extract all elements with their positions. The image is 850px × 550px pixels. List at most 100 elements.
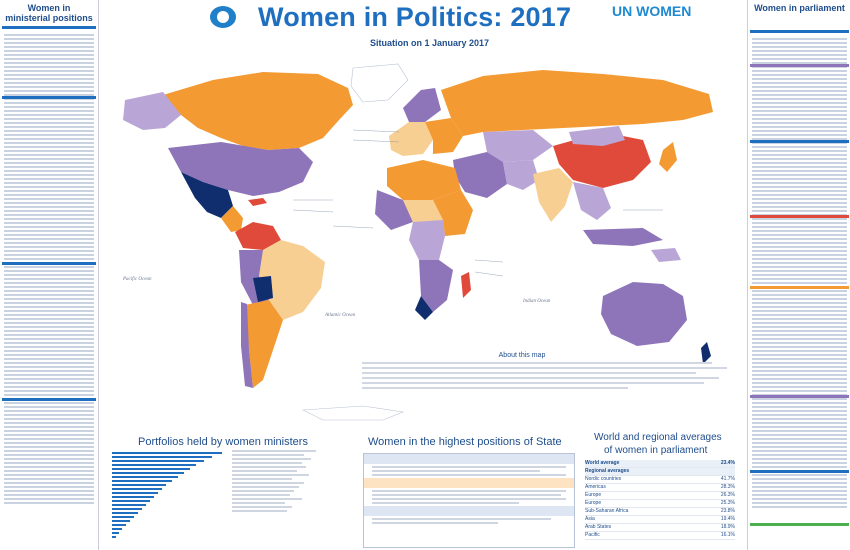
world-map: Pacific Ocean Atlantic Ocean Indian Ocea…: [122, 63, 713, 421]
north-africa-region: [387, 160, 461, 200]
row-value: 41.7%: [720, 476, 735, 482]
india-region: [533, 168, 573, 222]
ministerial-table-lines: [4, 32, 94, 506]
page-title: Women in Politics: 2017: [258, 2, 572, 32]
row-value: 25.3%: [720, 500, 735, 506]
row-label: World average: [585, 460, 620, 466]
state-box-text: [364, 518, 574, 524]
portfolios-bars: [112, 452, 222, 538]
table-row: Nordic countries 41.7%: [585, 476, 735, 484]
europe-east-region: [425, 118, 463, 154]
alaska-region: [123, 92, 181, 130]
panel-divider: [2, 96, 96, 99]
argentina-chile-region: [245, 300, 283, 388]
canada-region: [163, 72, 353, 150]
row-value: 28.3%: [720, 484, 735, 490]
southeast-asia-region: [573, 182, 611, 220]
ipu-name-lines: [203, 30, 243, 36]
row-label: Pacific: [585, 532, 600, 538]
row-value: 26.3%: [720, 492, 735, 498]
mexico-region: [181, 172, 233, 218]
china-region: [553, 132, 651, 188]
east-africa-region: [433, 190, 473, 236]
south-africa-region: [415, 296, 433, 320]
atlantic-ocean-label: Atlantic Ocean: [324, 313, 356, 318]
panel-divider: [750, 523, 849, 526]
row-label: Sub-Saharan Africa: [585, 508, 629, 514]
row-value: 16.1%: [720, 532, 735, 538]
ipu-globe-icon: [210, 6, 236, 28]
iran-region: [503, 160, 539, 190]
row-label: Nordic countries: [585, 476, 622, 482]
panel-divider: [2, 262, 96, 265]
russia-region: [441, 70, 713, 136]
indonesia-region: [583, 228, 663, 246]
table-row: Pacific 16.1%: [585, 532, 735, 540]
state-box-header: [364, 478, 574, 488]
about-map-box: About this map: [362, 352, 742, 432]
table-row: Regional averages: [585, 468, 735, 476]
panel-divider: [2, 398, 96, 401]
map-callouts: [292, 129, 663, 277]
row-value: 19.4%: [720, 516, 735, 522]
parliament-table-lines: [752, 36, 847, 510]
japan-region: [659, 142, 677, 172]
row-label: Europe: [585, 492, 602, 498]
state-box-header: [364, 506, 574, 516]
page-subtitle: Situation on 1 January 2017: [370, 38, 490, 48]
table-row: Europe 25.3%: [585, 500, 735, 508]
about-map-title: About this map: [498, 352, 546, 359]
colombia-venezuela-region: [235, 222, 281, 250]
panel-divider: [750, 64, 849, 67]
panel-divider: [750, 470, 849, 473]
table-row: Asia 19.4%: [585, 516, 735, 524]
table-row: Europe 26.3%: [585, 492, 735, 500]
panel-divider: [2, 26, 96, 29]
central-asia-region: [483, 130, 553, 162]
papua-region: [651, 248, 681, 262]
antarctica-region: [301, 405, 405, 421]
parliament-panel: Women in parliament: [747, 0, 850, 550]
portfolios-title: Portfolios held by women ministers: [138, 436, 308, 448]
portfolios-labels: [232, 448, 352, 514]
about-map-text: [362, 362, 742, 389]
row-value: 23.4%: [720, 460, 735, 466]
state-box-header: [364, 454, 574, 464]
ministerial-panel-title: Women in ministerial positions: [5, 3, 93, 23]
central-america-region: [221, 206, 243, 232]
averages-table: World average 23.4% Regional averages Nor…: [585, 460, 735, 546]
averages-title-line2: of women in parliament: [604, 445, 708, 456]
panel-divider: [750, 30, 849, 33]
panel-divider: [750, 215, 849, 218]
table-row: Arab States 18.9%: [585, 524, 735, 532]
un-women-wordmark: UN WOMEN: [612, 3, 692, 19]
table-row: World average 23.4%: [585, 460, 735, 468]
row-value: 18.9%: [720, 524, 735, 530]
pacific-ocean-label: Pacific Ocean: [122, 277, 152, 282]
averages-title-line1: World and regional averages: [594, 432, 722, 443]
southern-africa-region: [419, 260, 453, 312]
parliament-panel-title: Women in parliament: [754, 3, 845, 13]
ipu-logo: [203, 6, 243, 36]
row-label: Americas: [585, 484, 606, 490]
usa-region: [168, 142, 313, 196]
bolivia-region: [253, 276, 273, 302]
ministerial-positions-panel: Women in ministerial positions: [0, 0, 99, 550]
central-africa-region: [409, 220, 445, 260]
row-label: Asia: [585, 516, 595, 522]
australia-region: [601, 282, 687, 346]
west-africa-region: [375, 190, 413, 230]
row-label: Arab States: [585, 524, 612, 530]
panel-divider: [750, 286, 849, 289]
row-label: Europe: [585, 500, 602, 506]
state-box-text: [364, 490, 574, 504]
madagascar-region: [461, 272, 471, 298]
mongolia-region: [569, 126, 625, 146]
state-positions-title: Women in the highest positions of State: [368, 436, 562, 448]
middle-east-region: [453, 152, 507, 198]
europe-west-region: [389, 122, 433, 156]
indian-ocean-label: Indian Ocean: [522, 299, 551, 304]
row-value: 23.8%: [720, 508, 735, 514]
state-box-text: [364, 466, 574, 476]
panel-divider: [750, 395, 849, 398]
